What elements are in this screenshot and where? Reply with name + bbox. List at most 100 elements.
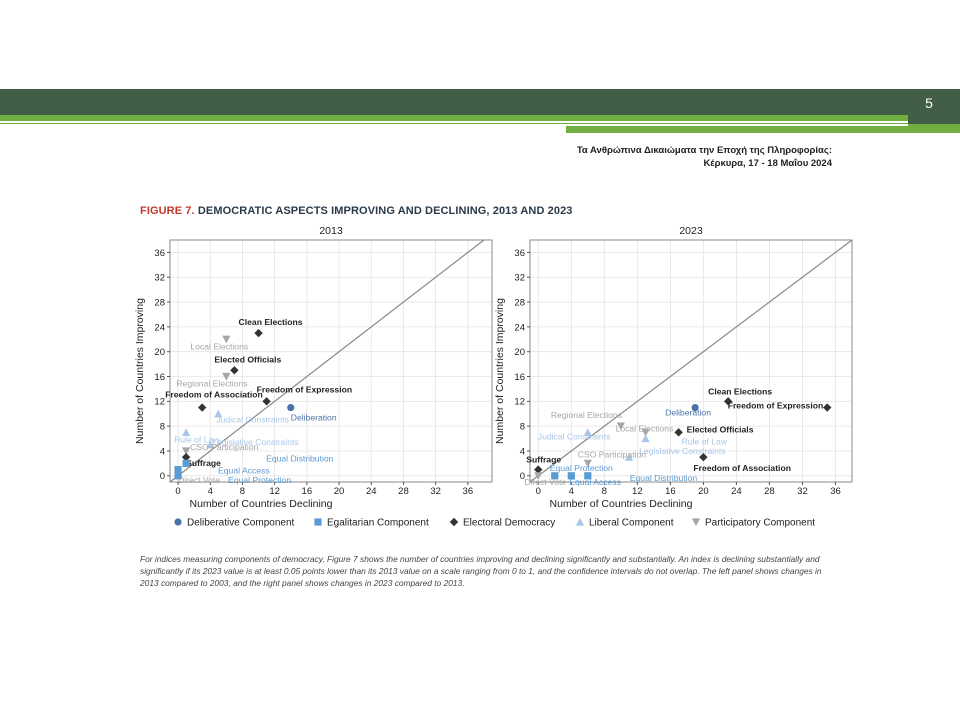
plot-frame	[529, 239, 853, 483]
point-freedom-of-association	[699, 452, 708, 462]
point-label-clean-elections: Clean Elections	[708, 386, 772, 396]
point-label-freedom-of-association: Freedom of Association	[165, 390, 263, 400]
point-label-elected-officials: Elected Officials	[214, 354, 281, 364]
point-label-regional-elections: Regional Elections	[551, 410, 622, 420]
point-label-direct-vote: Direct Vote	[524, 477, 566, 487]
point-freedom-of-association	[198, 403, 207, 412]
y-tick-label: 24	[514, 322, 525, 333]
point-label-equal-distribution: Equal Distribution	[630, 473, 698, 483]
point-label-deliberation: Deliberation	[665, 408, 711, 418]
point-rule-of-law	[641, 434, 650, 443]
point-freedom-of-expression	[262, 397, 271, 406]
legend-label-electoral-democracy: Electoral Democracy	[463, 518, 555, 529]
point-label-direct-vote: Direct Vote	[178, 475, 220, 485]
y-tick-label: 16	[514, 372, 525, 383]
point-suffrage	[181, 452, 191, 462]
y-tick-label: 4	[520, 446, 525, 457]
point-local-elections	[641, 428, 650, 437]
y-tick-label: 0	[520, 471, 525, 482]
y-tick-label: 12	[154, 397, 165, 408]
y-tick-label: 16	[154, 372, 165, 383]
x-tick-label: 36	[463, 486, 474, 497]
y-tick-label: 0	[160, 471, 165, 482]
point-suffrage	[534, 465, 543, 474]
point-legislative-constraints	[206, 440, 215, 449]
panel-2013: 2013 0 4 8 12 16 20 24 28 32 36 0 4 8 12 16 20 24 28 32 36 Nu…	[134, 225, 493, 510]
y-axis-label: Number of Countries Improving	[134, 298, 146, 444]
x-tick-label: 12	[632, 486, 643, 497]
x-tick-label: 4	[208, 486, 213, 497]
x-tick-label: 24	[366, 486, 377, 497]
point-label-equal-protection: Equal Protection	[228, 475, 291, 485]
plot-frame	[169, 239, 493, 483]
point-elected-officials	[674, 428, 683, 437]
point-label-elected-officials: Elected Officials	[687, 424, 754, 434]
y-tick-label: 24	[154, 322, 165, 333]
point-label-freedom-of-association: Freedom of Association	[693, 463, 791, 473]
point-regional-elections	[222, 372, 231, 381]
x-tick-label: 0	[175, 486, 180, 497]
y-tick-label: 32	[154, 273, 165, 284]
point-label-local-elections: Local Elections	[616, 423, 674, 433]
point-equal-protection	[551, 472, 559, 480]
x-axis-label: Number of Countries Declining	[190, 498, 333, 510]
conference-date: Κέρκυρα, 17 - 18 Μαΐου 2024	[703, 158, 832, 169]
header-band-light	[0, 115, 960, 124]
point-legislative-constraints	[624, 453, 634, 461]
point-label-equal-protection: Equal Protection	[550, 463, 613, 473]
legend-marker-deliberative-component	[174, 518, 182, 526]
point-label-legislative-constraints: Legislative Constraints	[639, 446, 725, 456]
y-tick-label: 12	[514, 397, 525, 408]
x-tick-label: 20	[334, 486, 345, 497]
point-label-suffrage: Suffrage	[186, 458, 221, 468]
point-label-suffrage: Suffrage	[526, 455, 561, 465]
legend-marker-egalitarian-component	[314, 518, 322, 526]
panel-title: 2023	[679, 225, 703, 237]
legend-marker-liberal-component	[575, 517, 585, 526]
y-tick-label: 8	[160, 422, 165, 433]
point-label-regional-elections: Regional Elections	[176, 379, 247, 389]
legend-label-participatory-component: Participatory Component	[705, 518, 815, 529]
figure-number: FIGURE 7.	[140, 205, 195, 217]
point-judical-constraints	[214, 409, 223, 418]
header-band-dark	[0, 89, 960, 115]
panel-2023: 2023 0 4 8 12 16 20 24 28 32 36 0 4 8 12 16 20 24 28 32 36 Nu…	[494, 225, 853, 510]
header-band-under	[566, 126, 960, 133]
x-tick-label: 8	[602, 486, 607, 497]
y-tick-label: 8	[520, 422, 525, 433]
point-regional-elections	[616, 422, 625, 431]
legend: Deliberative Component Egalitarian Compon…	[174, 518, 815, 529]
point-equal-access	[174, 465, 182, 474]
figure-caption: For indices measuring components of demo…	[140, 554, 822, 588]
x-tick-label: 4	[569, 486, 574, 497]
point-label-judical-constraints: Judical Constraints	[538, 431, 611, 441]
legend-marker-participatory-component	[691, 518, 701, 527]
x-tick-label: 12	[269, 486, 280, 497]
y-tick-label: 36	[154, 248, 165, 259]
y-tick-label: 4	[160, 446, 165, 457]
x-tick-label: 28	[764, 486, 775, 497]
point-label-freedom-of-expression: Freedom of Expression	[257, 384, 353, 394]
point-label-judical-constraints: Judical Constraints	[216, 415, 289, 425]
x-tick-label: 0	[536, 486, 541, 497]
conference-title: Τα Ανθρώπινα Δικαιώματα την Εποχή της Πλ…	[576, 145, 832, 156]
legend-label-deliberative-component: Deliberative Component	[187, 518, 295, 529]
point-equal-protection	[174, 472, 182, 480]
panel-title: 2013	[319, 225, 343, 237]
y-axis-label: Number of Countries Improving	[494, 298, 506, 444]
point-label-local-elections: Local Elections	[190, 341, 248, 351]
point-clean-elections	[723, 397, 733, 406]
point-deliberation	[691, 403, 699, 412]
point-cso-participation	[182, 447, 191, 456]
x-tick-label: 32	[430, 486, 441, 497]
x-tick-label: 32	[797, 486, 808, 497]
conference-info: Τα Ανθρώπινα Δικαιώματα την Εποχή της Πλ…	[577, 144, 832, 170]
legend-label-egalitarian-component: Egalitarian Component	[327, 518, 429, 529]
y-tick-label: 28	[514, 297, 525, 308]
point-cso-participation	[583, 459, 592, 468]
point-label-cso-participation: CSO Participation	[578, 449, 647, 459]
page-number: 5	[925, 95, 933, 111]
point-label-equal-access: Equal Access	[569, 477, 621, 487]
x-tick-label: 20	[698, 486, 709, 497]
